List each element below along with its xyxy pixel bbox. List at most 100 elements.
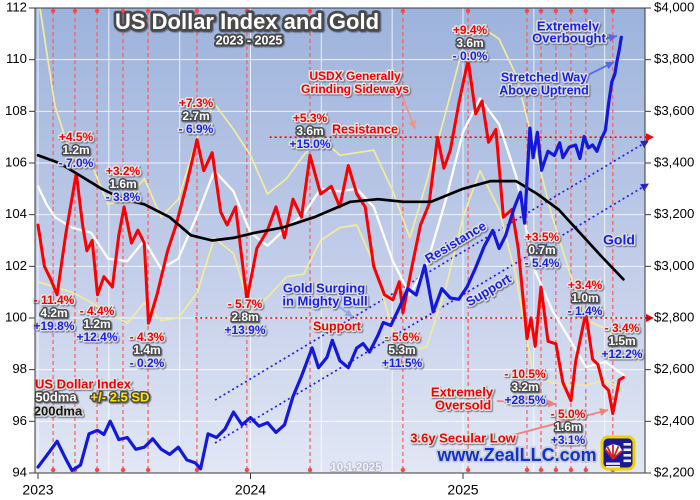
- note-3-6y-secular-low: 3.6y Secular Low: [410, 430, 516, 445]
- event-vline-dot: [583, 467, 589, 473]
- swing-usdx-change: +3.2%: [106, 164, 141, 178]
- event-vline-dot: [50, 467, 56, 473]
- swing-duration: 2.7m: [182, 109, 209, 123]
- event-vline-dot: [94, 8, 100, 14]
- swing-duration: 0.7m: [528, 243, 555, 257]
- swing-gold-change: +11.5%: [382, 356, 423, 370]
- swing-usdx-change: - 3.4%: [605, 321, 640, 335]
- swing-duration: 1.6m: [109, 177, 136, 191]
- note-usdx-generally: USDX Generally: [309, 69, 401, 83]
- swing-usdx-change: - 5.6%: [385, 330, 420, 344]
- swing-gold-change: +13.9%: [224, 323, 265, 337]
- event-vline-dot: [524, 467, 530, 473]
- swing-usdx-change: +3.4%: [568, 278, 603, 292]
- x-tick-label: 2025: [447, 482, 478, 498]
- left-tick-label: 112: [6, 0, 27, 14]
- left-tick-label: 98: [12, 361, 27, 376]
- plot-background: [35, 8, 645, 473]
- channel-resistance: [214, 143, 644, 401]
- right-tick-label: $2,800: [654, 309, 694, 324]
- event-vline-dot: [72, 8, 78, 14]
- event-vline-dot: [400, 467, 406, 473]
- arrowhead: [599, 408, 608, 416]
- swing-duration: 1.4m: [133, 343, 160, 357]
- swing-gold-change: - 6.9%: [179, 122, 214, 136]
- swing-duration: 4.2m: [40, 306, 67, 320]
- plot-border: [34, 7, 646, 474]
- arrowhead: [605, 62, 614, 70]
- swing-annotations: +4.5%1.2m- 7.0%+3.2%1.6m- 3.8%+7.3%2.7m-…: [32, 22, 644, 449]
- event-vline-dot: [244, 467, 250, 473]
- arrowhead: [408, 120, 416, 129]
- swing-usdx-change: +4.5%: [59, 130, 94, 144]
- event-vline-dot: [50, 8, 56, 14]
- zeal-url[interactable]: www.ZealLLC.com: [435, 443, 599, 467]
- swing-duration: 5.3m: [388, 343, 415, 357]
- left-tick-label: 96: [12, 413, 27, 428]
- branding: www.ZealLLC.com 10.1.2025: [329, 435, 636, 475]
- swing-usdx-change: - 4.3%: [130, 330, 165, 344]
- event-vline-dot: [400, 8, 406, 14]
- swing-usdx-change: +3.5%: [525, 230, 560, 244]
- right-tick-label: $2,200: [654, 464, 694, 479]
- swing-duration: 1.0m: [571, 291, 598, 305]
- note-in-mighty-bull: in Mighty Bull: [282, 293, 367, 308]
- right-tick-label: $2,600: [654, 361, 694, 376]
- swing-usdx-change: - 5.7%: [228, 297, 263, 311]
- swing-gold-change: +12.4%: [76, 330, 117, 344]
- event-vline-dot: [120, 8, 126, 14]
- swing-gold-change: +28.5%: [504, 393, 545, 407]
- event-vline-dot: [307, 467, 313, 473]
- swing-usdx-change: - 10.5%: [504, 367, 546, 381]
- x-tick-label: 2024: [235, 482, 266, 498]
- swing-usdx-change: - 4.4%: [80, 304, 115, 318]
- swing-usdx-change: - 5.0%: [551, 407, 586, 421]
- swing-gold-change: +12.2%: [601, 347, 642, 361]
- note-overbought: Overbought: [532, 30, 606, 45]
- right-tick-label: $4,000: [654, 0, 694, 14]
- event-vline-dot: [610, 8, 616, 14]
- event-vlines: [50, 8, 616, 473]
- swing-duration: 3.2m: [511, 380, 538, 394]
- legend--2-5-sd: +/- 2.5 SD: [91, 389, 150, 404]
- event-vline-dot: [538, 8, 544, 14]
- legend-us-dollar-index: US Dollar Index: [35, 376, 132, 391]
- swing-duration: 1.2m: [83, 317, 110, 331]
- event-vline-dot: [553, 467, 559, 473]
- swing-duration: 3.6m: [296, 124, 323, 138]
- right-tick-label: $3,600: [654, 103, 694, 118]
- event-vline-dot: [583, 8, 589, 14]
- left-tick-label: 110: [6, 51, 27, 66]
- event-vline-dot: [465, 467, 471, 473]
- note-gold-surging: Gold Surging: [283, 280, 365, 295]
- arrowhead: [547, 399, 556, 408]
- chart-subtitle: 2023 - 2025: [216, 33, 283, 47]
- event-vline-dot: [244, 8, 250, 14]
- swing-duration: 3.6m: [456, 36, 483, 50]
- event-vline-dot: [568, 467, 574, 473]
- series-usdx-200dma: [36, 153, 625, 281]
- event-vline-dot: [145, 467, 151, 473]
- left-tick-label: 100: [5, 309, 27, 324]
- right-tick-label: $2,400: [654, 413, 694, 428]
- swing-usdx-change: +9.4%: [453, 23, 488, 37]
- right-tick-label: $3,400: [654, 154, 694, 169]
- swing-gold-change: - 1.4%: [568, 304, 603, 318]
- resistance-arrowhead: [646, 133, 654, 142]
- right-tick-label: $3,000: [654, 258, 694, 273]
- legend-200dma: 200dma: [34, 403, 83, 418]
- zeal-logo-icon: [600, 435, 636, 471]
- arrowhead: [608, 33, 617, 42]
- left-tick-label: 106: [5, 154, 27, 169]
- annotation-arrow: [496, 400, 557, 405]
- note-extremely: Extremely: [537, 18, 600, 33]
- axes: 112 110 108 106 104 102 100 98 96 94 $4,000 $3,800 $…: [5, 0, 694, 498]
- swing-gold-change: +15.0%: [289, 137, 330, 151]
- note-oversold: Oversold: [435, 397, 491, 412]
- swing-gold-change: +3.1%: [551, 433, 586, 447]
- note-resistance: Resistance: [332, 122, 398, 136]
- chart-title: US Dollar Index and Gold: [115, 9, 379, 34]
